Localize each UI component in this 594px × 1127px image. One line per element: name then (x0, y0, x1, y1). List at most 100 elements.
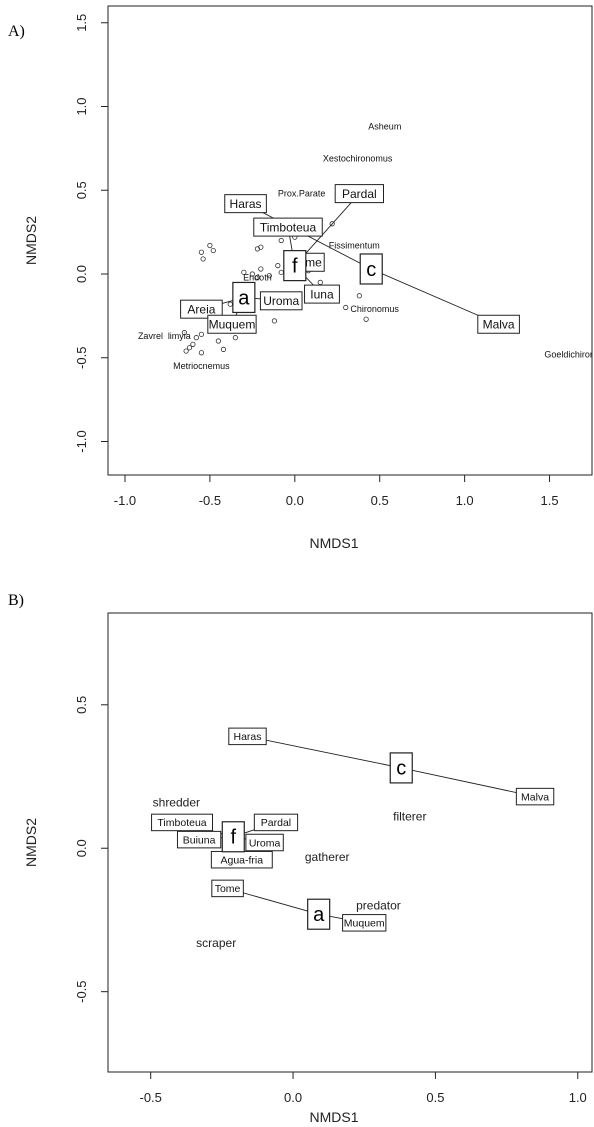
site-name: Tome (215, 883, 241, 895)
species-label: Chironomus (350, 304, 399, 314)
panel-label: B) (8, 592, 24, 609)
species-point (190, 341, 196, 347)
site-label: Muquem (207, 314, 257, 334)
site-label: me (302, 252, 325, 272)
site-box (253, 217, 323, 237)
y-tick-label: 1.0 (74, 97, 89, 115)
species-label: Fissimentum (329, 241, 380, 251)
species-point (210, 247, 216, 254)
y-tick-label: -1.0 (74, 430, 89, 452)
x-tick-label: -0.5 (140, 1090, 162, 1105)
guild-label: filterer (393, 810, 426, 824)
x-tick-label: 1.0 (456, 493, 474, 508)
site-box (334, 184, 385, 204)
site-label: Uroma (259, 291, 303, 311)
species-point (363, 316, 369, 322)
guild-label: predator (356, 899, 401, 913)
site-box (228, 727, 267, 746)
species-point (183, 348, 189, 354)
x-tick-label: 0.0 (286, 493, 304, 508)
site-label: Areia (180, 299, 223, 319)
x-tick-label: 0.5 (426, 1090, 444, 1105)
site-label: Haras (228, 727, 267, 746)
y-tick-label: 0.0 (74, 265, 89, 283)
centroid-label: f (230, 827, 236, 849)
y-axis-title: NMDS2 (23, 216, 39, 265)
x-tick-label: 0.0 (284, 1090, 302, 1105)
species-point (186, 345, 193, 351)
species-point (200, 256, 206, 262)
site-name: Muquem (209, 318, 256, 332)
species-point (278, 269, 284, 275)
plot-area: shredder filterer gatherer predator scraper H… (151, 727, 555, 950)
species-point (329, 221, 335, 227)
site-box (180, 299, 223, 319)
species-point (227, 301, 233, 307)
site-box (207, 314, 257, 334)
species-label: Prox.Parate (278, 189, 326, 199)
x-axis-title: NMDS1 (309, 1109, 358, 1125)
species-point (317, 279, 323, 285)
site-label: Malva (515, 787, 555, 806)
species-point (232, 335, 238, 341)
x-tick-label: -1.0 (114, 493, 136, 508)
site-name: me (305, 256, 322, 270)
species-point (215, 338, 221, 344)
site-label: Muquem (342, 914, 387, 932)
site-box (176, 830, 222, 849)
y-tick-label: 1.5 (74, 14, 89, 32)
species-label: limyia (168, 331, 191, 341)
site-box (259, 291, 303, 311)
site-label: Haras (224, 194, 267, 214)
guild-label: shredder (153, 795, 200, 809)
species-point (271, 318, 278, 324)
y-tick-label: -0.5 (74, 980, 89, 1002)
site-box (211, 879, 244, 898)
site-label: Timboteua (151, 813, 213, 832)
centroid-label: a (238, 287, 250, 309)
site-box (515, 787, 555, 806)
y-tick-label: 0.5 (74, 181, 89, 199)
species-point (254, 274, 261, 280)
x-axis-title: NMDS1 (309, 535, 358, 551)
site-name: Pardal (261, 817, 291, 829)
centroid-label: c (366, 259, 376, 281)
species-point (241, 269, 247, 275)
group-centroid: c (389, 752, 413, 784)
species-point (198, 249, 205, 255)
site-label: Tome (211, 879, 244, 898)
site-label: Timboteua (253, 217, 323, 237)
site-name: Muquem (344, 918, 385, 930)
centroid-label: c (396, 758, 406, 780)
plot-area: Asheum Xestochironomus Prox.Parate Fissimen… (138, 122, 592, 372)
site-box (477, 314, 520, 334)
centroid-box (232, 281, 256, 314)
site-label: Agua-fria (210, 850, 273, 869)
site-name: Haras (233, 731, 261, 743)
species-point (198, 331, 205, 337)
species-point (343, 304, 349, 311)
species-point (254, 246, 261, 252)
site-label: Pardal (334, 184, 385, 204)
species-label: Xestochironomus (323, 153, 393, 163)
spider-line (247, 735, 402, 769)
species-label: Zavrel (138, 331, 163, 341)
centroid-box (283, 250, 307, 282)
species-point (356, 293, 362, 299)
centroid-box (221, 821, 245, 853)
species-point (249, 271, 255, 277)
y-tick-label: -0.5 (74, 347, 89, 369)
species-point (275, 263, 281, 269)
x-tick-label: 0.5 (371, 493, 389, 508)
site-label: Pardal (253, 813, 299, 832)
site-name: Timboteua (157, 817, 206, 829)
panel-label: A) (8, 23, 25, 40)
site-name: Malva (483, 318, 515, 332)
y-tick-label: 0.0 (74, 839, 89, 857)
site-label: Iuna (304, 284, 340, 304)
centroid-box (307, 898, 331, 930)
site-box (224, 194, 267, 214)
species-point (220, 346, 227, 352)
site-box (151, 813, 213, 832)
